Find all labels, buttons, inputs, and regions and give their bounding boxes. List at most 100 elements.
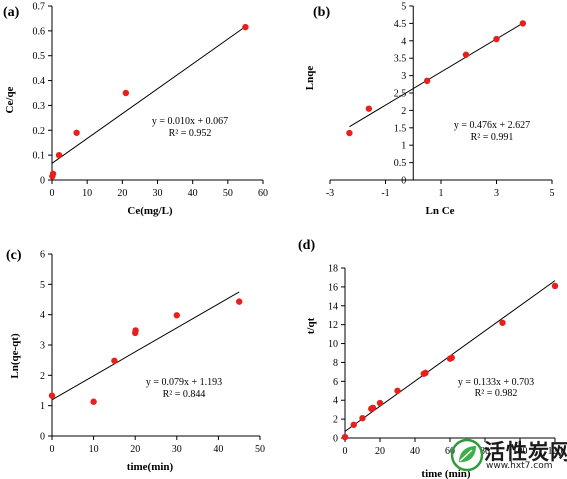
data-point bbox=[551, 282, 559, 290]
y-tick-label: 0 bbox=[40, 432, 45, 443]
y-axis-title: t/qt bbox=[305, 317, 317, 334]
x-tick-label: 30 bbox=[172, 444, 182, 455]
data-point bbox=[394, 387, 401, 394]
x-tick-label: 60 bbox=[445, 446, 455, 457]
x-tick-label: 3 bbox=[494, 188, 499, 199]
x-tick-label: 60 bbox=[258, 188, 268, 199]
y-tick-label: 4.5 bbox=[394, 19, 407, 30]
data-point bbox=[341, 433, 349, 441]
data-point bbox=[462, 51, 470, 58]
fit-equation: y = 0.476x + 2.627 bbox=[454, 120, 530, 131]
data-point bbox=[49, 170, 57, 177]
data-point bbox=[448, 354, 455, 361]
x-tick-label: 20 bbox=[130, 444, 140, 455]
y-tick-label: 8 bbox=[333, 358, 338, 369]
x-tick-label: -1 bbox=[381, 188, 389, 199]
x-axis-title: time (min) bbox=[421, 468, 471, 479]
y-tick-label: 2 bbox=[401, 106, 406, 117]
y-tick-label: 0.4 bbox=[33, 76, 46, 87]
y-tick-label: 0.7 bbox=[33, 2, 46, 13]
y-tick-label: 4 bbox=[40, 310, 45, 321]
y-tick-label: 1.5 bbox=[394, 123, 407, 134]
x-axis-title: Ln Ce bbox=[425, 205, 454, 217]
x-tick-label: 10 bbox=[89, 444, 99, 455]
data-point bbox=[346, 129, 353, 137]
x-tick-label: 5 bbox=[550, 188, 555, 199]
watermark-url: www.hxt7.com bbox=[486, 461, 553, 471]
x-axis-title: time(min) bbox=[127, 461, 174, 473]
data-point bbox=[236, 298, 243, 305]
y-tick-label: 4 bbox=[401, 36, 406, 47]
data-point bbox=[132, 327, 139, 334]
chart-panel-1: 0 10 20 30 40 50 60 0 0.1 0.2 0.3 0.4 0.5 0.6 0.7 y = 0… bbox=[3, 2, 268, 218]
fit-line bbox=[51, 291, 240, 401]
fit-equation: y = 0.079x + 1.193 bbox=[146, 377, 222, 388]
y-tick-label: 0.2 bbox=[33, 126, 46, 137]
data-point bbox=[73, 129, 80, 136]
data-point bbox=[173, 312, 180, 319]
data-point bbox=[369, 404, 377, 411]
y-tick-label: 10 bbox=[328, 339, 338, 350]
x-tick-label: -3 bbox=[326, 188, 334, 199]
fit-line bbox=[51, 26, 246, 164]
x-tick-label: 10 bbox=[82, 188, 92, 199]
y-tick-label: 2 bbox=[40, 371, 45, 382]
r-squared: R² = 0.844 bbox=[163, 389, 206, 400]
y-tick-label: 0 bbox=[333, 434, 338, 445]
y-tick-label: 5 bbox=[401, 2, 406, 13]
chart-panel-4: 0 20 40 60 80 100 120 0 2 4 6 8 10 12 14 16 18 y = 0.133x… bbox=[298, 238, 563, 479]
y-tick-label: 0.5 bbox=[394, 158, 407, 169]
x-tick-label: 40 bbox=[410, 446, 420, 457]
data-point bbox=[376, 399, 384, 407]
y-tick-label: 0.3 bbox=[33, 101, 46, 112]
panel-label: (c) bbox=[6, 248, 22, 263]
y-tick-label: 4 bbox=[333, 396, 338, 407]
y-tick-label: 0.6 bbox=[33, 26, 46, 37]
y-tick-label: 12 bbox=[328, 320, 338, 331]
y-axis-title: Ce/qe bbox=[4, 86, 16, 113]
r-squared: R² = 0.952 bbox=[169, 128, 212, 139]
data-point bbox=[359, 414, 366, 422]
y-tick-label: 0.1 bbox=[33, 151, 46, 162]
x-tick-label: 20 bbox=[117, 188, 127, 199]
panel-label: (b) bbox=[313, 5, 330, 20]
y-tick-label: 6 bbox=[40, 250, 45, 261]
data-point bbox=[493, 35, 500, 43]
y-tick-label: 3 bbox=[401, 71, 406, 82]
watermark: 活性炭网 www.hxt7.com bbox=[448, 436, 567, 476]
y-tick-label: 0 bbox=[401, 176, 406, 187]
data-point bbox=[55, 151, 63, 159]
data-point bbox=[90, 398, 97, 405]
x-tick-label: 80 bbox=[480, 446, 490, 457]
y-tick-label: 3.5 bbox=[394, 54, 407, 65]
leaf-logo-icon bbox=[450, 438, 484, 472]
x-tick-label: 0 bbox=[50, 188, 55, 199]
y-tick-label: 2.5 bbox=[394, 89, 407, 100]
y-tick-label: 14 bbox=[328, 301, 338, 312]
data-point bbox=[122, 89, 130, 97]
data-point bbox=[365, 105, 373, 112]
y-axis-title: Lnqe bbox=[304, 66, 316, 91]
y-axis-title: Ln(qe-qt) bbox=[9, 333, 21, 379]
y-tick-label: 3 bbox=[40, 341, 45, 352]
y-tick-label: 0 bbox=[40, 176, 45, 187]
y-tick-label: 2 bbox=[333, 415, 338, 426]
y-tick-label: 1 bbox=[401, 141, 406, 152]
x-tick-label: 40 bbox=[213, 444, 223, 455]
y-tick-label: 6 bbox=[333, 377, 338, 388]
chart-panel-2: -3 -1 1 3 5 0 0.5 1 1.5 2 2.5 3 3.5 4 4.5 5 y = 0.476x +… bbox=[304, 2, 555, 218]
r-squared: R² = 0.991 bbox=[471, 132, 514, 143]
data-point bbox=[242, 23, 249, 31]
data-point bbox=[423, 77, 431, 85]
data-point bbox=[350, 421, 357, 428]
x-tick-label: 30 bbox=[153, 188, 163, 199]
x-axis-title: Ce(mg/L) bbox=[127, 205, 173, 217]
x-tick-label: 50 bbox=[223, 188, 233, 199]
y-tick-label: 16 bbox=[328, 282, 338, 293]
x-tick-label: 40 bbox=[188, 188, 198, 199]
x-tick-label: 100 bbox=[513, 446, 528, 457]
x-tick-label: 120 bbox=[548, 446, 563, 457]
fit-equation: y = 0.133x + 0.703 bbox=[458, 377, 534, 388]
